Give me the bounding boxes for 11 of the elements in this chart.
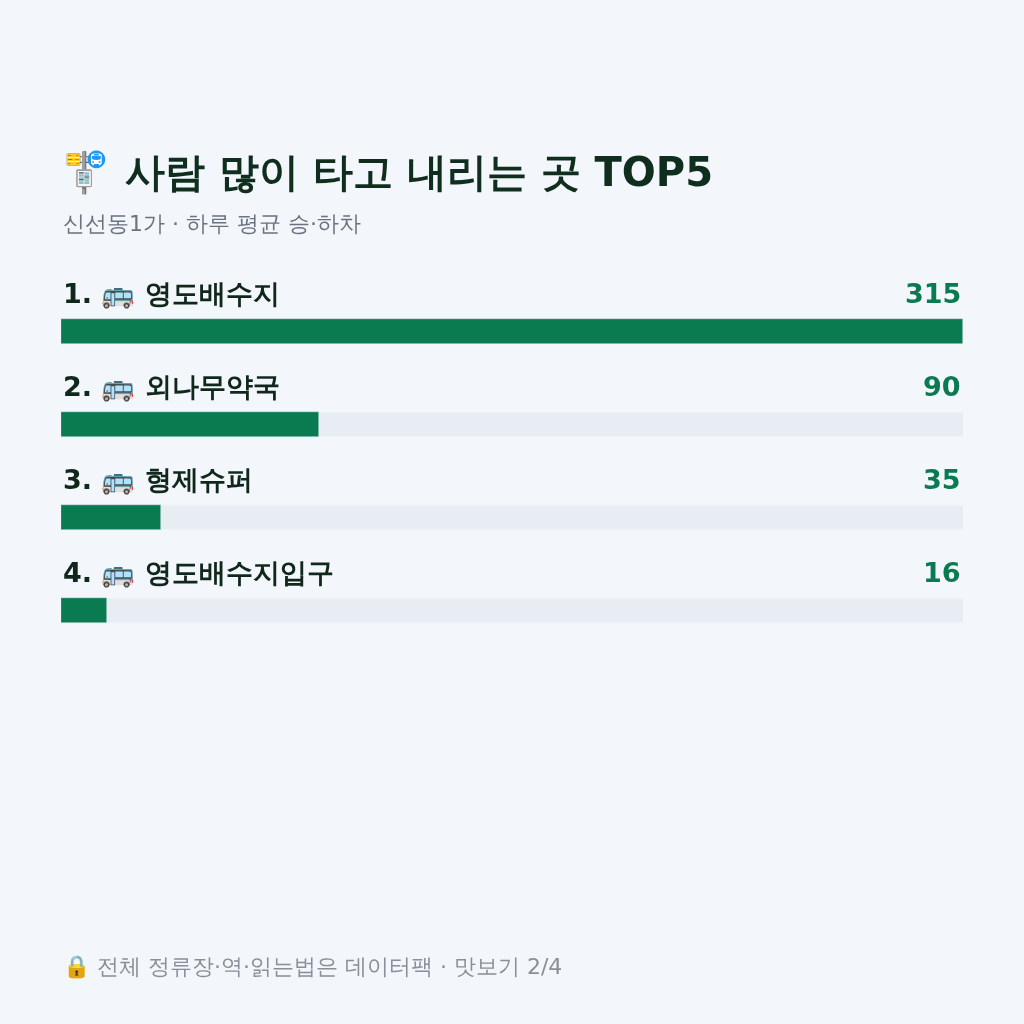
data-label: 315 — [905, 278, 962, 309]
text: 🔒 전체 정류장·역·읽는법은 데이터팩 · 맛보기 2/4 — [63, 954, 563, 979]
y-tick-label: 1. 🚌 영도배수지 — [63, 278, 280, 309]
chart-subtitle: 신선동1가 · 하루 평균 승·하차 — [63, 211, 361, 236]
data-label: 90 — [923, 371, 961, 402]
y-tick-label: 3. 🚌 형제슈퍼 — [63, 464, 253, 495]
data-label: 16 — [923, 557, 961, 588]
chart-title: 🚏 사람 많이 타고 내리는 곳 TOP5 — [61, 149, 713, 195]
data-label: 35 — [923, 464, 961, 495]
y-tick-label: 4. 🚌 영도배수지입구 — [63, 557, 334, 588]
y-tick-label: 2. 🚌 외나무약국 — [63, 371, 280, 402]
